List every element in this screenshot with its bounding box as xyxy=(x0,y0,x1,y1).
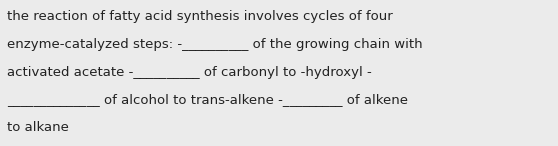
Text: ______________ of alcohol to trans-alkene -_________ of alkene: ______________ of alcohol to trans-alken… xyxy=(7,93,408,106)
Text: activated acetate -__________ of carbonyl to -hydroxyl -: activated acetate -__________ of carbony… xyxy=(7,66,372,79)
Text: the reaction of fatty acid synthesis involves cycles of four: the reaction of fatty acid synthesis inv… xyxy=(7,10,392,23)
Text: to alkane: to alkane xyxy=(7,121,69,134)
Text: enzyme-catalyzed steps: -__________ of the growing chain with: enzyme-catalyzed steps: -__________ of t… xyxy=(7,38,422,51)
